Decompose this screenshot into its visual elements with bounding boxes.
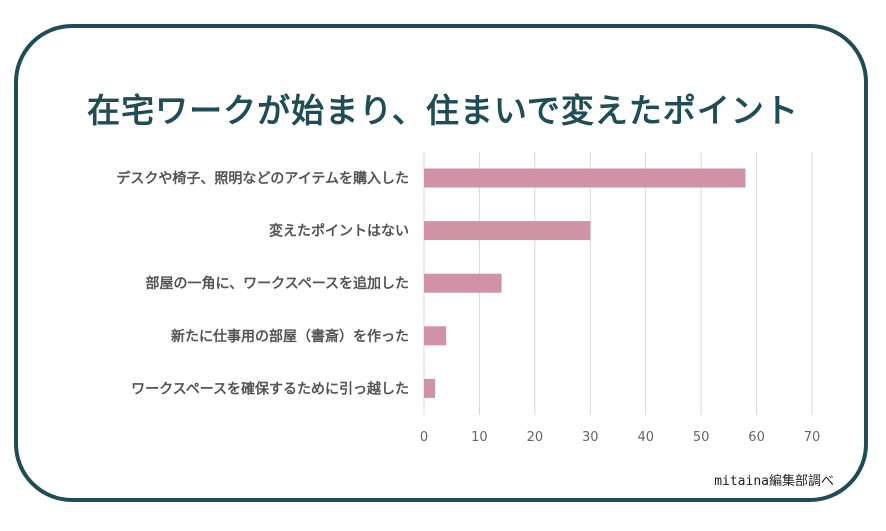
category-label: デスクや椅子、照明などのアイテムを購入した (116, 170, 409, 187)
x-tick-label: 10 (471, 430, 488, 445)
source-note: mitaina編集部調べ (714, 474, 834, 489)
category-label: ワークスペースを確保するために引っ越した (131, 380, 409, 397)
category-label: 新たに仕事用の部屋（書斎）を作った (171, 328, 409, 345)
bar-1 (424, 168, 746, 188)
x-tick-label: 40 (637, 430, 654, 445)
gridlines (423, 152, 813, 415)
category-label: 変えたポイントはない (269, 223, 409, 240)
x-tick-labels: 0 10 20 30 40 50 60 70 (420, 430, 820, 445)
category-labels: デスクや椅子、照明などのアイテムを購入した変えたポイントはない部屋の一角に、ワー… (116, 170, 409, 397)
bar-3 (424, 273, 502, 293)
x-tick-label: 50 (693, 430, 710, 445)
x-tick-label: 60 (748, 430, 765, 445)
bars (424, 168, 746, 398)
category-label: 部屋の一角に、ワークスペースを追加した (146, 275, 409, 292)
chart-title: 在宅ワークが始まり、住まいで変えたポイント (87, 91, 799, 130)
x-tick-label: 70 (804, 430, 821, 445)
x-tick-label: 30 (582, 430, 599, 445)
chart-frame (14, 24, 868, 502)
bar-4 (424, 326, 447, 346)
bar-2 (424, 221, 591, 241)
x-tick-label: 0 (420, 430, 428, 445)
x-tick-label: 20 (527, 430, 544, 445)
bar-5 (424, 378, 436, 398)
